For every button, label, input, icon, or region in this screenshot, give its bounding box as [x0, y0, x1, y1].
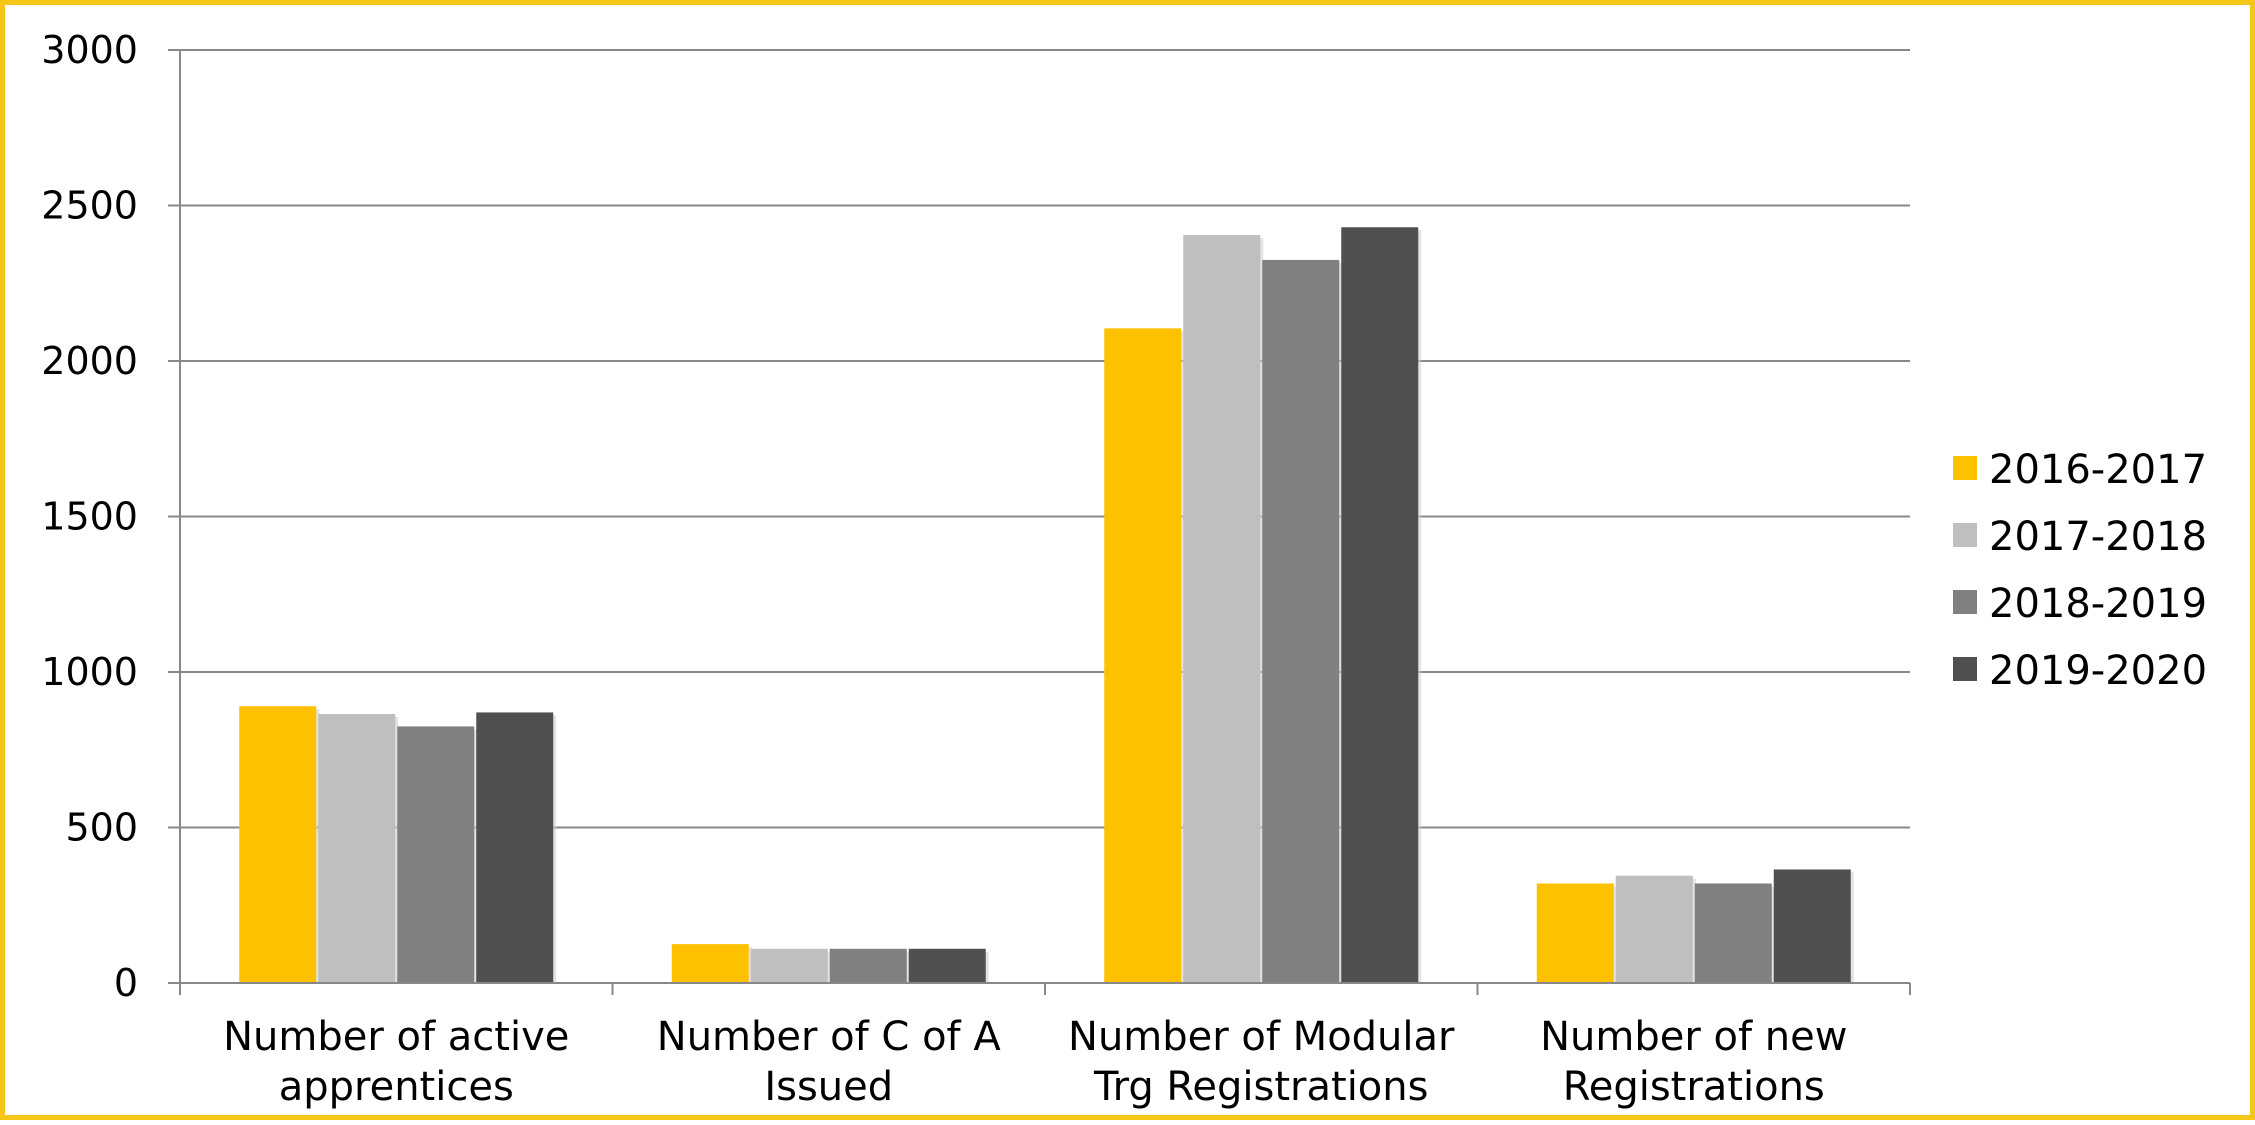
- y-tick-label: 0: [114, 961, 138, 1005]
- legend-label: 2018-2019: [1989, 581, 2207, 627]
- x-category-label: Number of C of A: [657, 1014, 1002, 1060]
- bar: [397, 726, 475, 983]
- axes: [168, 49, 1911, 995]
- bar: [671, 944, 749, 983]
- x-category-label: Number of Modular: [1068, 1014, 1455, 1060]
- legend-swatch: [1953, 590, 1977, 614]
- legend-swatch: [1953, 523, 1977, 547]
- bar: [1694, 883, 1772, 983]
- y-tick-label: 2000: [41, 339, 138, 383]
- legend: 2016-2017 2017-2018 2018-2019 2019-2020: [1953, 447, 2207, 694]
- bar: [908, 948, 986, 983]
- bars: [239, 227, 1854, 984]
- y-tick-label: 500: [65, 806, 138, 850]
- bar: [1183, 235, 1261, 984]
- bar: [1341, 227, 1419, 983]
- x-category-label: Number of new: [1540, 1014, 1847, 1060]
- bar-chart: 0 500 1000 1500 2000 2500 3000 Number of activ…: [41, 28, 2207, 1110]
- x-category-label: Number of active: [223, 1014, 569, 1060]
- y-tick-label: 1000: [41, 650, 138, 694]
- y-axis-tick-labels: 0 500 1000 1500 2000 2500 3000: [41, 28, 138, 1005]
- legend-swatch: [1953, 657, 1977, 681]
- y-tick-label: 3000: [41, 28, 138, 72]
- bar: [1615, 875, 1693, 983]
- bar: [476, 712, 554, 983]
- bar: [1262, 259, 1340, 983]
- x-category-label: Issued: [764, 1064, 893, 1110]
- bar: [750, 948, 828, 983]
- legend-swatch: [1953, 456, 1977, 480]
- bar: [1536, 883, 1614, 983]
- legend-label: 2016-2017: [1989, 447, 2207, 493]
- bar: [1104, 328, 1182, 984]
- x-category-label: Trg Registrations: [1093, 1064, 1428, 1110]
- x-category-label: Registrations: [1563, 1064, 1825, 1110]
- legend-label: 2017-2018: [1989, 514, 2207, 560]
- x-category-label: apprentices: [279, 1064, 514, 1110]
- gridlines: [180, 49, 1910, 829]
- bar: [318, 713, 396, 983]
- bar: [239, 706, 317, 983]
- legend-label: 2019-2020: [1989, 648, 2207, 694]
- y-tick-label: 1500: [41, 495, 138, 539]
- y-tick-label: 2500: [41, 184, 138, 228]
- bar: [829, 948, 907, 983]
- bar: [1773, 869, 1851, 983]
